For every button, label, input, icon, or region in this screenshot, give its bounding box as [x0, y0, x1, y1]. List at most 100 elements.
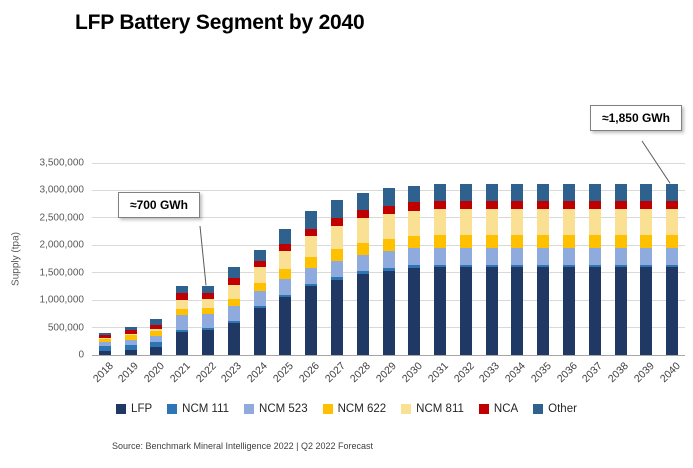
legend-label: LFP — [131, 403, 153, 415]
bar-segment-lfp — [588, 267, 601, 355]
bar-segment-other — [640, 184, 653, 202]
y-tick-label: 500,000 — [47, 322, 84, 334]
legend-swatch — [478, 404, 489, 414]
bar-segment-ncm-523 — [124, 339, 137, 345]
bar-segment-nca — [279, 243, 292, 251]
bar-segment-ncm-811 — [485, 209, 498, 235]
x-tick-label-2022: 2022 — [193, 360, 219, 386]
bar-segment-nca — [305, 228, 318, 237]
x-tick-label-2035: 2035 — [528, 360, 554, 386]
legend-swatch — [401, 404, 412, 414]
bar-segment-ncm-111 — [382, 267, 395, 271]
bar-segment-lfp — [434, 267, 447, 355]
bar-segment-ncm-811 — [666, 209, 679, 235]
bar-2020 — [150, 319, 163, 355]
bar-segment-ncm-111 — [176, 330, 189, 332]
bar-segment-ncm-811 — [98, 338, 111, 340]
bar-segment-ncm-111 — [305, 283, 318, 287]
bar-2036 — [562, 184, 575, 355]
bar-segment-ncm-811 — [537, 209, 550, 235]
y-tick-label: 1,000,000 — [39, 294, 85, 306]
x-tick-label-2023: 2023 — [219, 360, 245, 386]
x-tick-label-2019: 2019 — [116, 360, 142, 386]
x-tick-label-2029: 2029 — [373, 360, 399, 386]
bar-segment-ncm-523 — [562, 247, 575, 265]
bar-segment-ncm-111 — [511, 264, 524, 268]
bar-segment-ncm-811 — [227, 284, 240, 299]
bar-segment-ncm-523 — [356, 254, 369, 272]
bar-segment-nca — [434, 201, 447, 210]
bar-segment-ncm-523 — [537, 247, 550, 265]
gridline — [92, 162, 685, 164]
bar-segment-ncm-523 — [279, 278, 292, 295]
bar-segment-ncm-111 — [279, 294, 292, 297]
bar-segment-nca — [98, 335, 111, 339]
bar-segment-ncm-622 — [666, 234, 679, 248]
y-tick-label: 3,500,000 — [39, 157, 85, 169]
legend-item-other: Other — [533, 403, 577, 415]
bar-segment-ncm-622 — [382, 238, 395, 252]
bar-segment-ncm-622 — [537, 234, 550, 248]
bar-segment-ncm-622 — [124, 335, 137, 340]
bar-segment-ncm-523 — [434, 247, 447, 265]
bar-segment-lfp — [459, 267, 472, 355]
legend-label: NCM 811 — [416, 403, 464, 415]
plot-area — [92, 162, 685, 356]
x-tick-label-2028: 2028 — [348, 360, 374, 386]
x-tick-label-2021: 2021 — [167, 360, 193, 386]
x-tick-label-2026: 2026 — [296, 360, 322, 386]
bar-segment-lfp — [98, 351, 111, 355]
bar-segment-nca — [562, 201, 575, 210]
bar-segment-nca — [227, 278, 240, 285]
bar-segment-lfp — [666, 267, 679, 355]
bar-segment-ncm-111 — [640, 264, 653, 268]
bar-2027 — [330, 200, 343, 355]
y-tick-label: 2,500,000 — [39, 212, 85, 224]
bar-segment-ncm-523 — [640, 247, 653, 265]
bar-segment-ncm-523 — [459, 247, 472, 265]
bar-segment-ncm-111 — [356, 271, 369, 274]
bar-segment-ncm-622 — [279, 268, 292, 279]
bar-2022 — [202, 286, 215, 355]
bar-segment-other — [305, 211, 318, 229]
bar-segment-nca — [202, 293, 215, 300]
bar-segment-lfp — [640, 267, 653, 355]
x-tick-label-2039: 2039 — [631, 360, 657, 386]
bar-segment-ncm-622 — [305, 257, 318, 269]
bar-segment-ncm-523 — [485, 247, 498, 265]
bar-2023 — [227, 266, 240, 355]
bar-segment-ncm-111 — [150, 342, 163, 348]
bar-segment-nca — [485, 201, 498, 210]
bar-segment-nca — [176, 293, 189, 300]
bar-segment-ncm-811 — [202, 299, 215, 308]
bar-segment-ncm-811 — [614, 209, 627, 235]
bar-segment-ncm-523 — [330, 260, 343, 278]
bar-segment-other — [459, 184, 472, 202]
bar-segment-nca — [614, 201, 627, 210]
bar-segment-lfp — [356, 273, 369, 355]
x-tick-label-2031: 2031 — [425, 360, 451, 386]
bar-segment-ncm-523 — [202, 313, 215, 329]
bar-segment-lfp — [150, 347, 163, 355]
bar-segment-ncm-811 — [330, 226, 343, 250]
bar-segment-ncm-811 — [176, 299, 189, 309]
bar-2039 — [640, 184, 653, 355]
bar-segment-nca — [640, 201, 653, 210]
chart-title: LFP Battery Segment by 2040 — [75, 11, 365, 34]
legend-label: NCM 622 — [337, 403, 387, 415]
bar-segment-nca — [150, 324, 163, 329]
x-tick-label-2037: 2037 — [580, 360, 606, 386]
bar-segment-ncm-111 — [459, 264, 472, 268]
bar-2018 — [98, 332, 111, 355]
bar-2028 — [356, 193, 369, 355]
bar-segment-lfp — [124, 350, 137, 355]
bar-segment-nca — [253, 260, 266, 268]
legend-item-ncm-811: NCM 811 — [401, 403, 464, 415]
bar-segment-ncm-111 — [124, 344, 137, 351]
legend-item-ncm-523: NCM 523 — [244, 403, 308, 415]
legend-label: NCM 523 — [259, 403, 308, 415]
bar-segment-ncm-811 — [408, 210, 421, 236]
bar-segment-lfp — [537, 267, 550, 355]
bar-segment-ncm-111 — [588, 264, 601, 268]
